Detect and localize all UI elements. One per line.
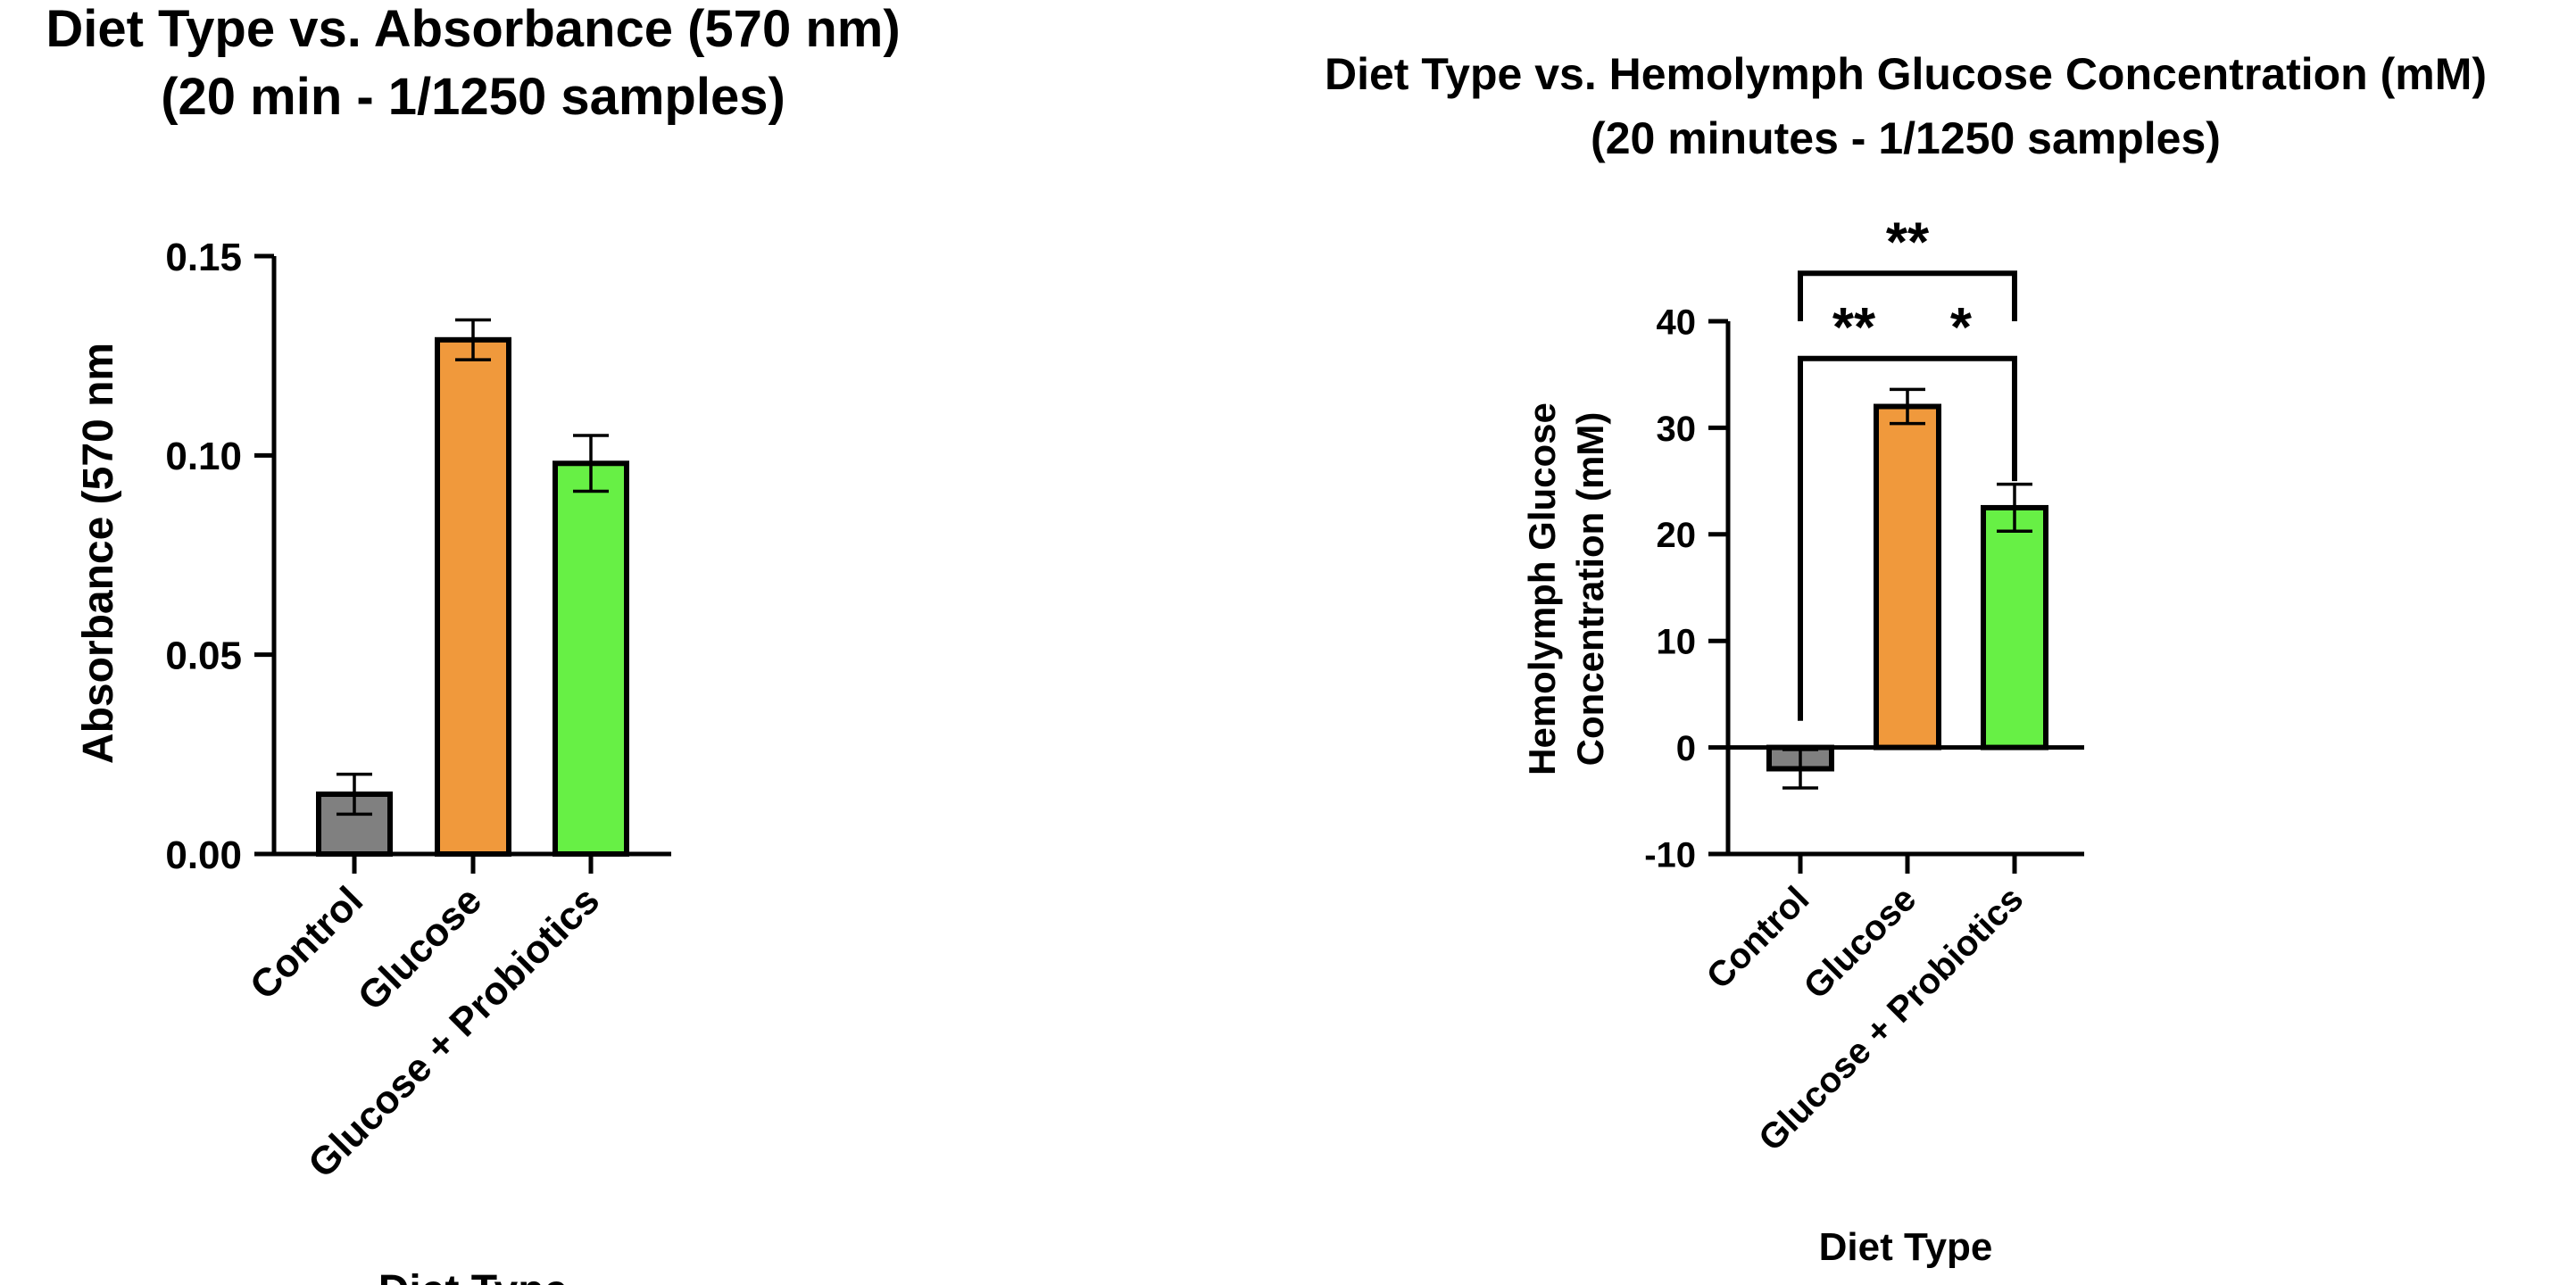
y-tick-label: 40 [1657,303,1697,342]
chart2-y-axis-label-line1: Hemolymph Glucose [1521,402,1563,775]
chart2-x-axis-label: Diet Type [1819,1225,1993,1269]
chart2-y-axis-label-line2: Concentration (mM) [1569,412,1611,767]
y-tick-label: 0.05 [165,634,242,678]
significance-bracket [1798,355,1907,721]
significance-label: ** [1832,297,1876,359]
significance-label: * [1950,297,1973,359]
bar-glucose-probiotics [1981,504,2048,750]
y-tick-label: 30 [1657,410,1697,449]
significance-bracket [1798,270,2017,321]
significance-bracket [1907,355,2017,482]
chart1-error-bars [337,318,609,817]
chart2-subtitle: (20 minutes - 1/1250 samples) [1591,113,2221,163]
bar-glucose [1874,403,1941,750]
y-tick-label: -10 [1644,835,1696,875]
chart-absorbance: Diet Type vs. Absorbance (570 nm) (20 mi… [46,0,900,1285]
bar-glucose-probiotics [553,460,629,857]
bar-glucose [435,336,511,857]
y-tick-label: 0 [1676,729,1696,768]
chart1-bars [316,336,629,857]
y-tick-label: 0.10 [165,435,242,478]
chart2-error-bars [1782,387,2032,790]
chart2-significance-brackets: ** *** [1798,211,2017,721]
y-tick-label: 0.00 [165,833,242,877]
significance-label: ** [1886,211,1930,273]
chart1-title: Diet Type vs. Absorbance (570 nm) [46,0,900,58]
chart1-subtitle: (20 min - 1/1250 samples) [161,68,785,126]
y-tick-label: 10 [1657,623,1697,662]
chart1-x-axis-label: Diet Type [378,1267,568,1285]
chart1-y-ticks: 0.00 0.05 0.10 0.15 [165,236,274,877]
chart1-y-axis-label: Absorbance (570 nm [75,343,122,764]
y-tick-label: 0.15 [165,236,242,279]
y-tick-label: 20 [1657,516,1697,555]
chart-hemolymph-glucose: Diet Type vs. Hemolymph Glucose Concentr… [1325,49,2487,1269]
chart2-y-ticks: -10 0 10 20 30 40 [1644,303,1728,875]
chart2-title: Diet Type vs. Hemolymph Glucose Concentr… [1325,49,2487,99]
chart2-bars [1766,403,2048,772]
